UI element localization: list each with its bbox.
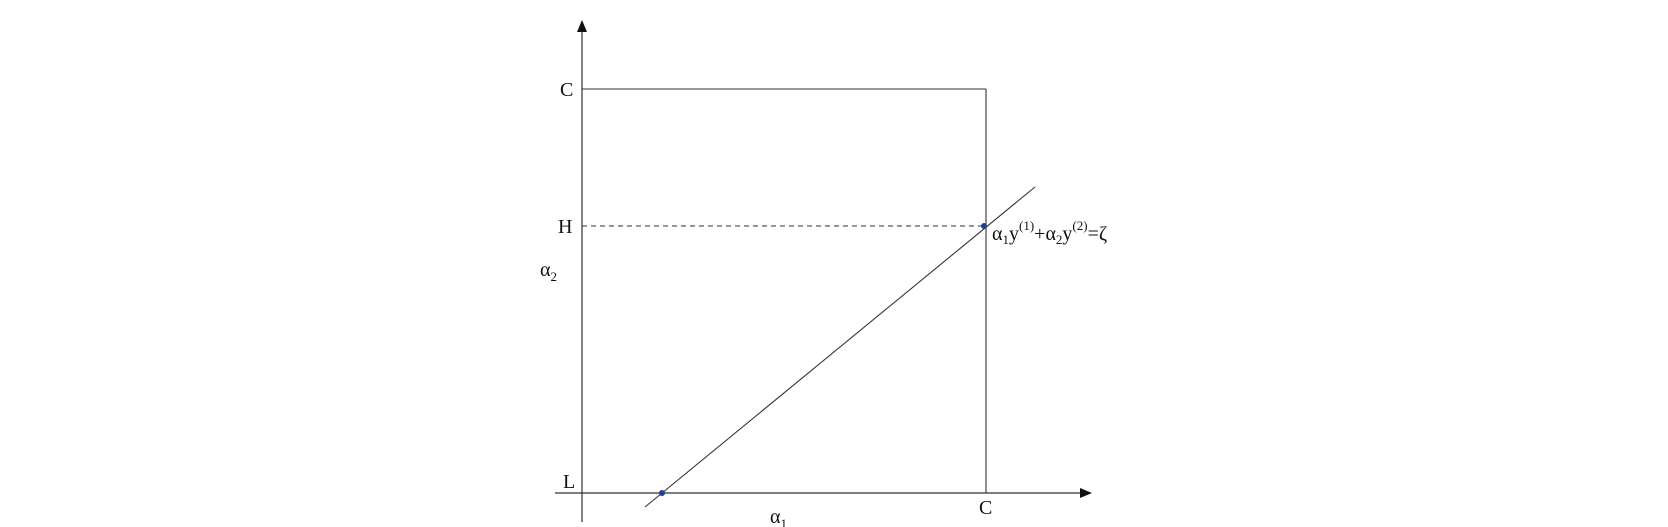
x-axis-label-c: C: [979, 497, 992, 519]
y-axis-name: α2: [540, 259, 557, 284]
upper-intersection-point: [981, 223, 987, 229]
x-axis-name: α1: [770, 506, 787, 527]
y-axis-label-l: L: [563, 471, 575, 493]
y-axis-label-h: H: [558, 216, 572, 238]
constraint-line: [644, 186, 1036, 508]
constraint-equation: α1y(1)+α2y(2)=ζ: [992, 218, 1107, 247]
y-axis-label-c: C: [560, 79, 573, 101]
lower-intersection-point: [659, 490, 665, 496]
